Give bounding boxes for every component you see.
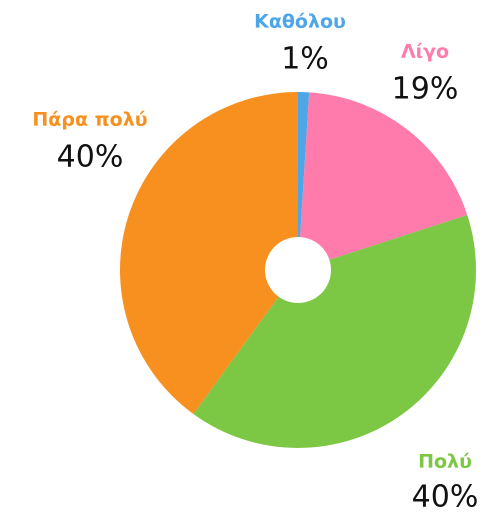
pie-slice <box>193 214 477 449</box>
pie-slice <box>298 92 310 270</box>
slice-name: Λίγο <box>401 41 449 63</box>
slice-name: Πάρα πολύ <box>32 109 147 131</box>
slice-name: Πολύ <box>418 451 472 473</box>
slice-value: 1% <box>281 42 329 77</box>
slice-value: 40% <box>412 480 479 514</box>
pie-slice <box>119 92 298 415</box>
slice-name: Καθόλου <box>254 11 346 33</box>
pie-slice <box>298 92 468 270</box>
donut-hole <box>265 237 331 303</box>
slice-value: 19% <box>392 72 459 107</box>
slice-value: 40% <box>57 140 124 175</box>
